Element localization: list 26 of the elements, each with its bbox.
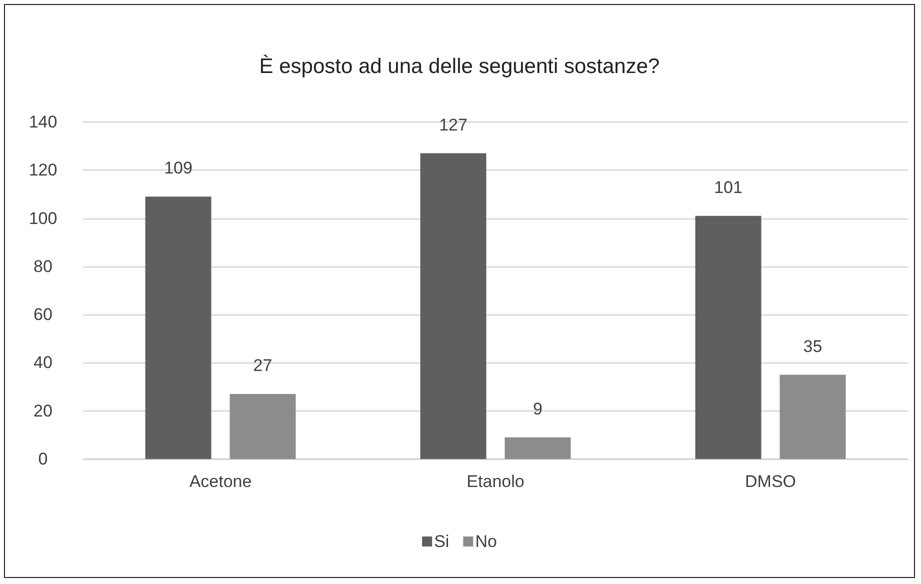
y-tick-label: 80 [34, 256, 52, 276]
y-tick-label: 20 [34, 401, 52, 420]
y-tick-label: 60 [34, 305, 52, 324]
data-label: 9 [533, 399, 542, 418]
data-label: 127 [439, 115, 468, 134]
y-tick-label: 120 [28, 160, 58, 180]
y-tick-label: 40 [34, 353, 52, 372]
data-label: 35 [803, 336, 822, 356]
data-label: 101 [714, 178, 742, 197]
bar [695, 216, 762, 459]
x-tick-label: Acetone [189, 472, 252, 491]
x-tick-label: DMSO [745, 472, 796, 491]
data-label: 109 [164, 158, 192, 178]
legend-label: No [475, 532, 497, 551]
bar [780, 374, 846, 459]
bar [504, 437, 571, 459]
bar [145, 196, 212, 459]
x-tick-label: Etanolo [466, 472, 524, 491]
y-tick-label: 140 [28, 112, 58, 132]
chart-title: È esposto ad una delle seguenti sostanze? [259, 54, 660, 78]
y-tick-label: 100 [28, 208, 58, 228]
bar [420, 153, 486, 459]
legend-label: Si [434, 532, 450, 551]
data-label: 27 [253, 356, 272, 376]
bar [230, 394, 296, 459]
y-tick-label: 0 [38, 450, 48, 468]
